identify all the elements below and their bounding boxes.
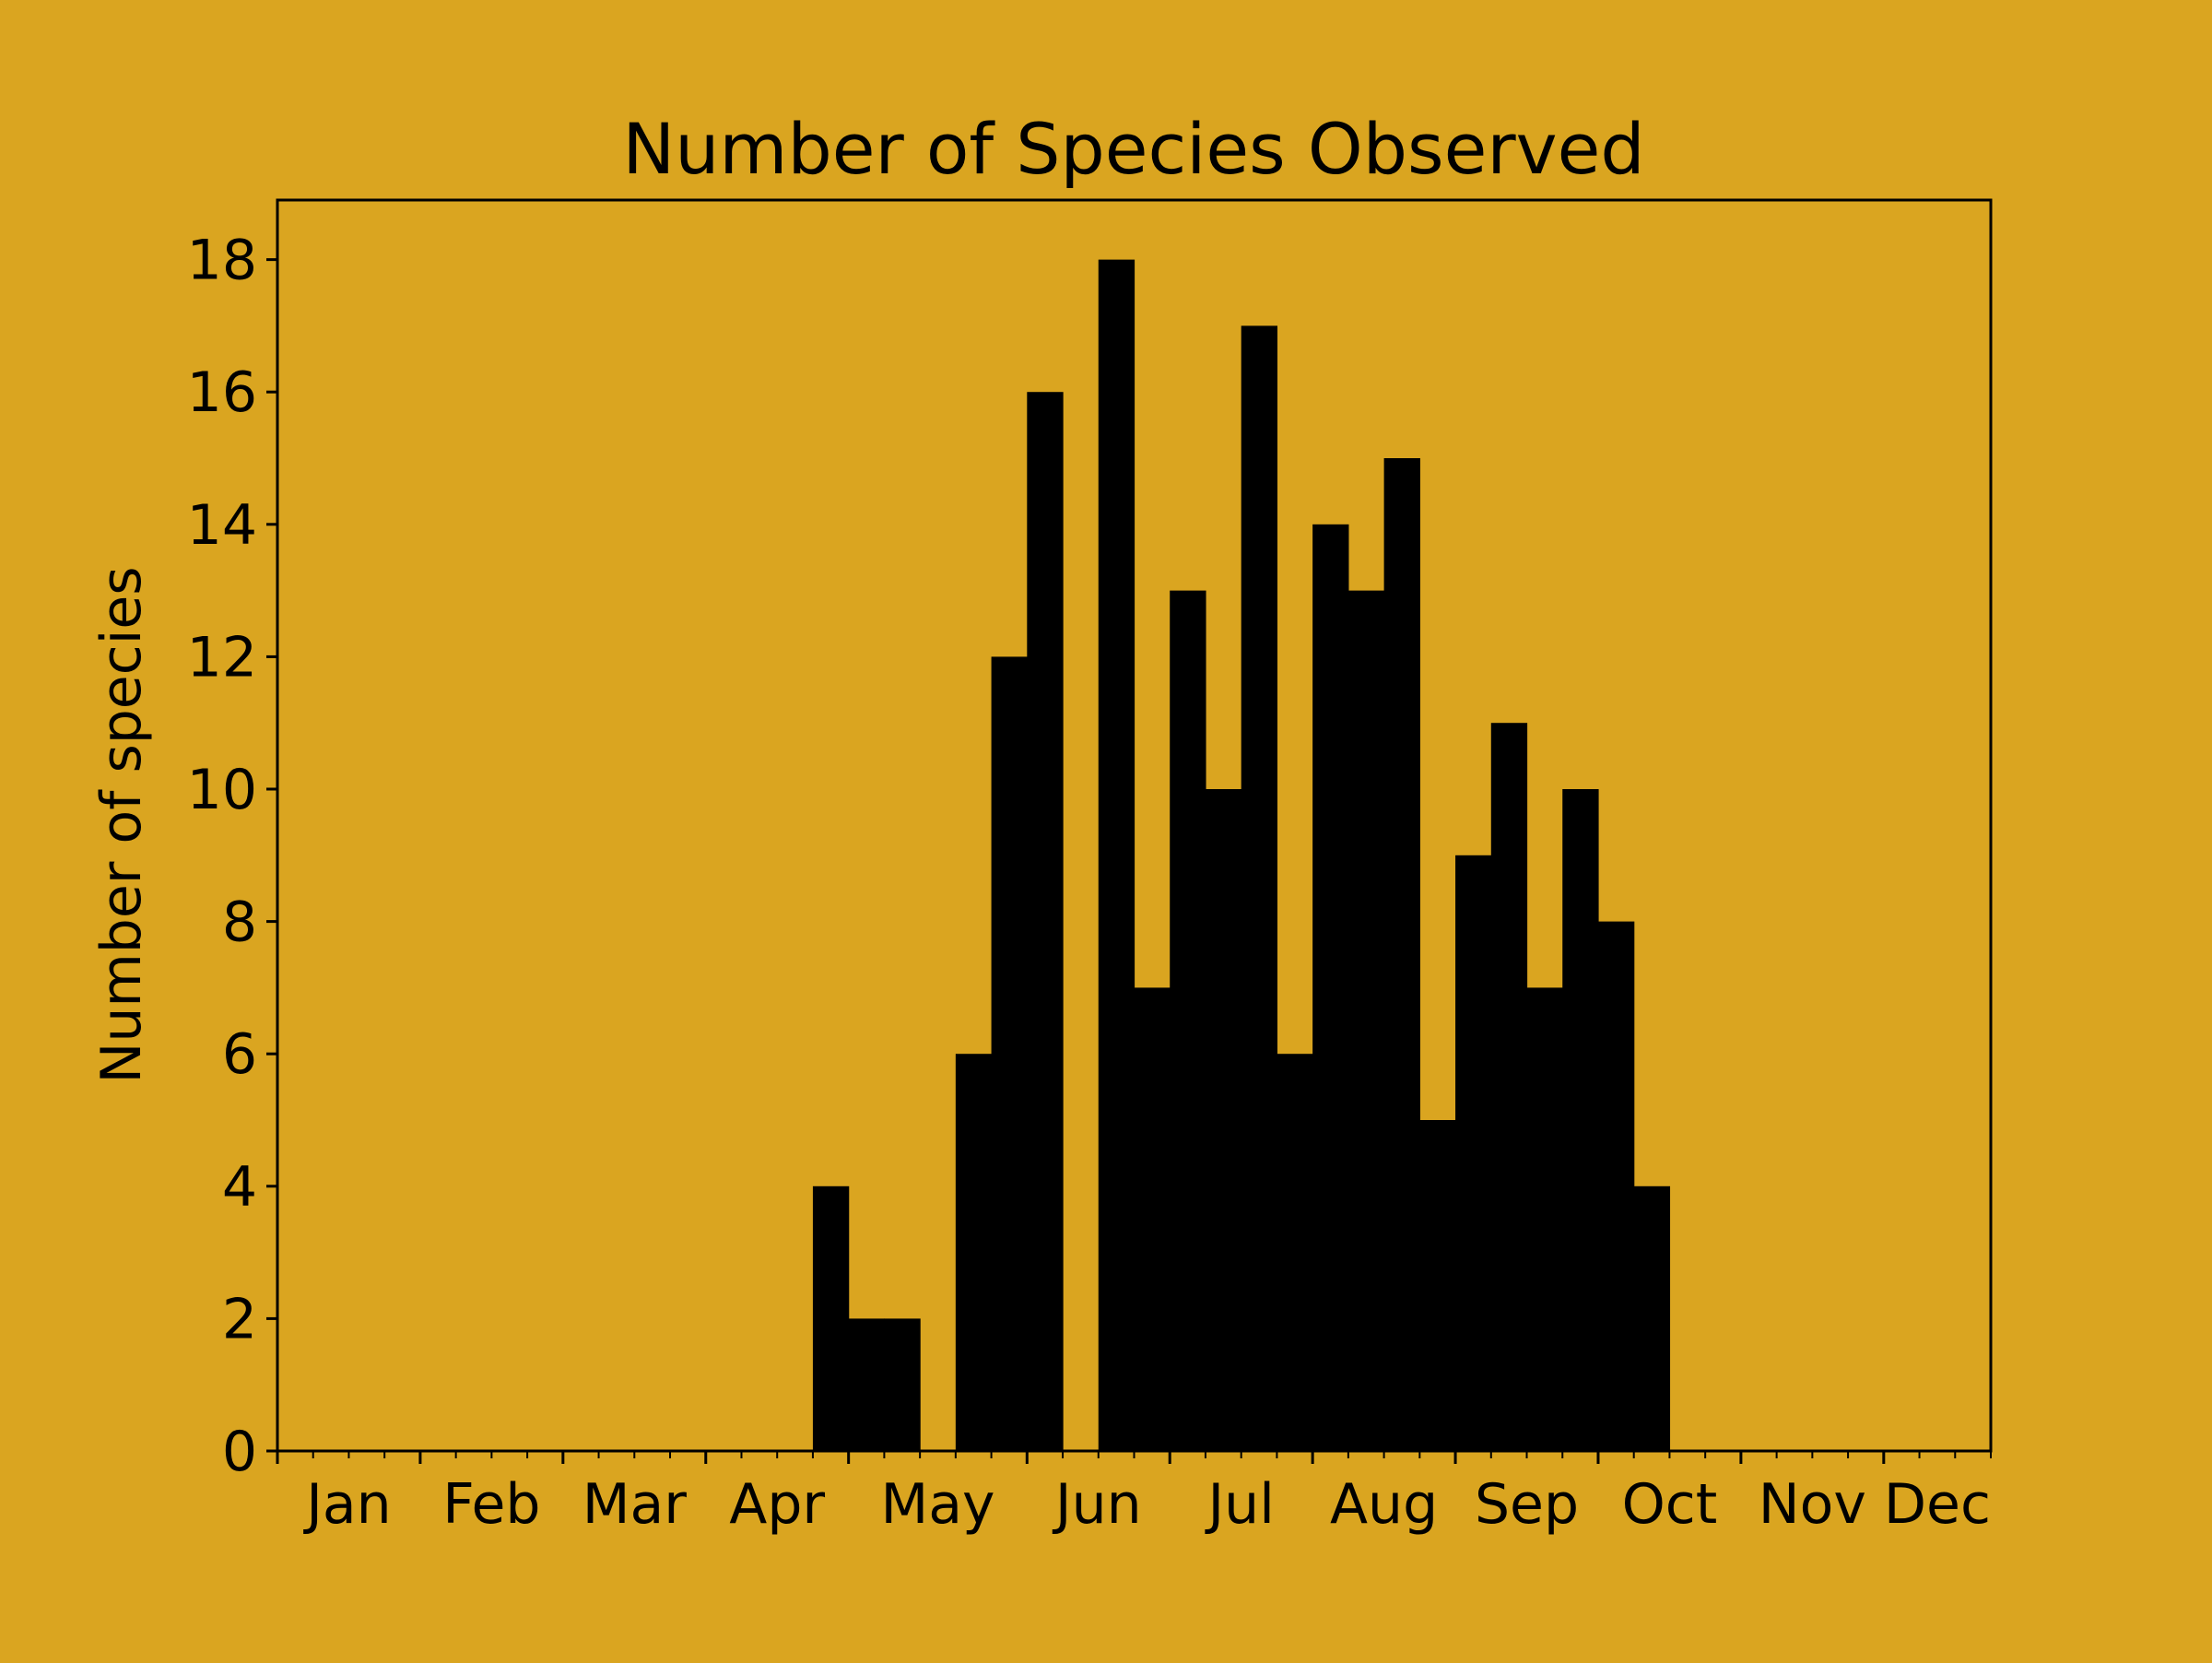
chart-title: Number of Species Observed: [622, 108, 1644, 190]
x-tick-label-may: May: [880, 1472, 994, 1537]
x-axis-ticks: Jan Feb Mar Apr May Jun Jul Aug Sep Oct Nov Dec: [276, 1451, 1992, 1537]
bar-week-28: [1241, 325, 1278, 1452]
bar-week-38: [1597, 921, 1635, 1451]
x-tick-label-mar: Mar: [582, 1472, 688, 1537]
y-tick-label: 2: [222, 1287, 257, 1351]
bar-week-20: [955, 1054, 993, 1451]
y-tick-label: 18: [187, 229, 257, 293]
bar-week-34: [1455, 855, 1492, 1451]
y-axis-ticks: 0 2 4 6 8 10 12 14 16 18: [187, 229, 277, 1484]
bar-week-36: [1526, 987, 1563, 1451]
bar-week-25: [1134, 987, 1171, 1451]
bar-week-18: [884, 1318, 921, 1451]
y-tick-label: 14: [187, 493, 257, 558]
y-tick-label: 4: [222, 1155, 257, 1220]
bar-week-31: [1347, 590, 1385, 1451]
x-tick-label-feb: Feb: [442, 1472, 540, 1537]
y-tick-label: 0: [222, 1420, 257, 1484]
x-tick-label-oct: Oct: [1622, 1472, 1718, 1537]
x-tick-label-nov: Nov: [1759, 1472, 1866, 1537]
x-tick-label-apr: Apr: [729, 1472, 825, 1537]
y-tick-label: 16: [187, 360, 257, 425]
x-tick-label-jul: Jul: [1204, 1472, 1274, 1537]
y-tick-label: 8: [222, 890, 257, 955]
bar-week-24: [1098, 259, 1135, 1452]
bar-week-39: [1633, 1185, 1671, 1451]
bar-week-16: [812, 1185, 850, 1451]
bars-group: [812, 259, 1671, 1452]
y-tick-label: 12: [187, 625, 257, 690]
bar-week-37: [1562, 789, 1599, 1451]
plot-frame: [276, 198, 1993, 1453]
bar-week-29: [1277, 1054, 1313, 1451]
bar-week-21: [991, 656, 1028, 1451]
x-tick-label-jun: Jun: [1052, 1472, 1142, 1537]
bar-week-17: [848, 1318, 885, 1451]
x-tick-label-dec: Dec: [1884, 1472, 1991, 1537]
y-tick-label: 10: [187, 758, 257, 822]
y-tick-label: 6: [222, 1022, 257, 1087]
x-tick-label-jan: Jan: [302, 1472, 392, 1537]
y-axis-label: Number of species: [89, 566, 154, 1083]
bar-week-26: [1170, 590, 1206, 1451]
bar-week-32: [1383, 458, 1420, 1451]
bar-week-33: [1419, 1120, 1456, 1451]
x-tick-label-sep: Sep: [1475, 1472, 1579, 1537]
bar-week-30: [1312, 524, 1349, 1451]
bar-week-27: [1205, 789, 1242, 1451]
bar-week-35: [1490, 723, 1528, 1451]
bar-week-22: [1027, 392, 1064, 1451]
x-tick-label-aug: Aug: [1330, 1472, 1438, 1537]
